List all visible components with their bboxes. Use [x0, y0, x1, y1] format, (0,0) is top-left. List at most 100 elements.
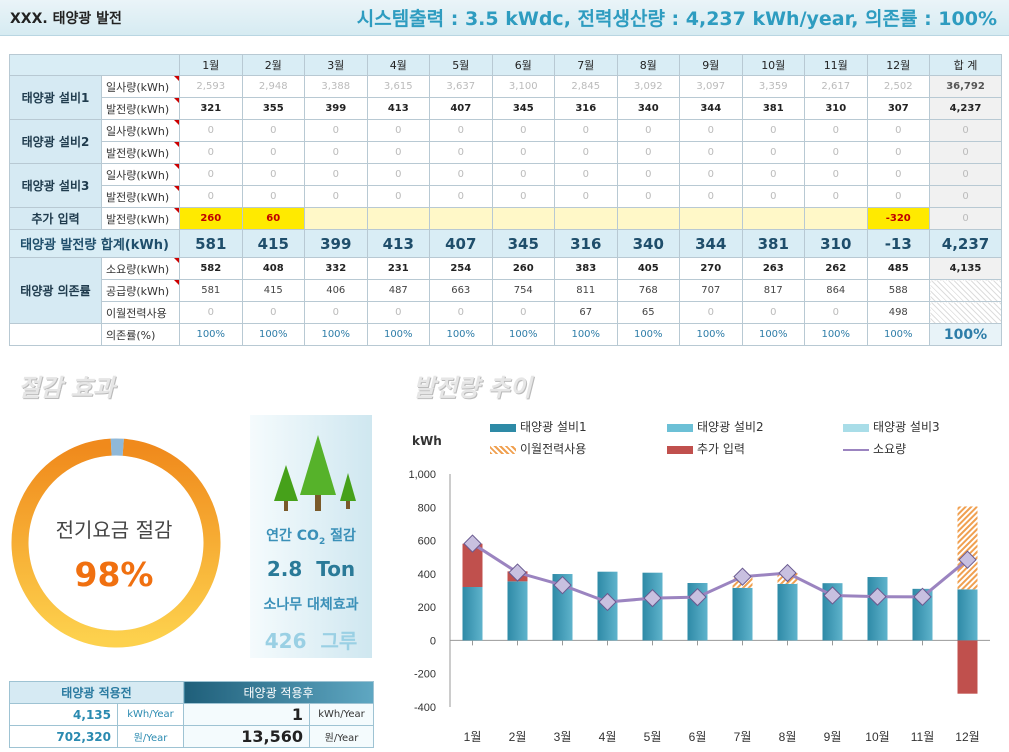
extra-input-cell[interactable]: -320 — [866, 207, 930, 230]
value-cell[interactable]: 0 — [741, 163, 805, 186]
extra-input-cell[interactable] — [491, 207, 555, 230]
value-cell[interactable]: 0 — [804, 141, 868, 164]
value-cell[interactable]: 0 — [866, 163, 930, 186]
value-cell[interactable]: 0 — [616, 141, 680, 164]
value-cell[interactable]: 0 — [429, 163, 493, 186]
value-cell[interactable]: 3,359 — [741, 75, 805, 98]
value-cell[interactable]: 0 — [741, 119, 805, 142]
value-cell[interactable]: 405 — [616, 257, 680, 280]
value-cell[interactable]: 399 — [304, 97, 368, 120]
value-cell[interactable]: 0 — [866, 141, 930, 164]
extra-input-cell[interactable] — [554, 207, 618, 230]
value-cell[interactable]: 408 — [241, 257, 305, 280]
value-cell[interactable]: 0 — [741, 185, 805, 208]
value-cell[interactable]: 485 — [866, 257, 930, 280]
value-cell[interactable]: 0 — [866, 185, 930, 208]
extra-input-cell[interactable] — [616, 207, 680, 230]
value-cell[interactable]: 407 — [429, 97, 493, 120]
value-cell[interactable]: 0 — [554, 141, 618, 164]
value-cell[interactable]: 0 — [554, 185, 618, 208]
value-cell[interactable]: 0 — [304, 163, 368, 186]
value-cell[interactable]: 0 — [679, 185, 743, 208]
value-cell[interactable]: 344 — [679, 97, 743, 120]
extra-input-cell[interactable] — [741, 207, 805, 230]
value-cell[interactable]: 307 — [866, 97, 930, 120]
value-cell[interactable]: 260 — [491, 257, 555, 280]
value-cell[interactable]: 355 — [241, 97, 305, 120]
value-cell[interactable]: 340 — [616, 97, 680, 120]
value-cell[interactable]: 332 — [304, 257, 368, 280]
value-cell[interactable]: 3,097 — [679, 75, 743, 98]
value-cell[interactable]: 0 — [179, 119, 243, 142]
value-cell[interactable]: 0 — [679, 163, 743, 186]
value-cell[interactable]: 0 — [491, 163, 555, 186]
value-cell[interactable]: 0 — [741, 141, 805, 164]
value-cell[interactable]: 316 — [554, 97, 618, 120]
extra-input-cell[interactable] — [679, 207, 743, 230]
value-cell[interactable]: 2,948 — [241, 75, 305, 98]
value-cell[interactable]: 0 — [366, 141, 430, 164]
effect-panel: 연간 CO2 절감 2.8 Ton 소나무 대체효과 426 그루 — [250, 415, 372, 658]
value-cell[interactable]: 0 — [679, 119, 743, 142]
value-cell[interactable]: 0 — [366, 119, 430, 142]
value-cell[interactable]: 0 — [241, 163, 305, 186]
value-cell[interactable]: 310 — [804, 97, 868, 120]
value-cell[interactable]: 0 — [616, 185, 680, 208]
extra-input-cell[interactable] — [804, 207, 868, 230]
value-cell[interactable]: 0 — [554, 119, 618, 142]
value-cell[interactable]: 0 — [304, 119, 368, 142]
value-cell[interactable]: 3,100 — [491, 75, 555, 98]
value-cell[interactable]: 0 — [304, 141, 368, 164]
value-cell[interactable]: 0 — [241, 185, 305, 208]
value-cell[interactable]: 2,617 — [804, 75, 868, 98]
value-cell[interactable]: 0 — [616, 163, 680, 186]
value-cell[interactable]: 2,593 — [179, 75, 243, 98]
value-cell[interactable]: 263 — [741, 257, 805, 280]
value-cell[interactable]: 3,092 — [616, 75, 680, 98]
value-cell[interactable]: 0 — [804, 119, 868, 142]
value-cell[interactable]: 582 — [179, 257, 243, 280]
value-cell[interactable]: 0 — [491, 119, 555, 142]
value-cell[interactable]: 0 — [304, 185, 368, 208]
value-cell[interactable]: 270 — [679, 257, 743, 280]
value-cell[interactable]: 2,845 — [554, 75, 618, 98]
value-cell[interactable]: 0 — [366, 185, 430, 208]
value-cell[interactable]: 254 — [429, 257, 493, 280]
value-cell[interactable]: 0 — [429, 185, 493, 208]
value-cell[interactable]: 0 — [804, 163, 868, 186]
value-cell[interactable]: 0 — [616, 119, 680, 142]
value-cell[interactable]: 0 — [866, 119, 930, 142]
extra-input-cell[interactable] — [304, 207, 368, 230]
value-cell[interactable]: 0 — [554, 163, 618, 186]
value-cell[interactable]: 0 — [804, 185, 868, 208]
value-cell[interactable]: 262 — [804, 257, 868, 280]
value-cell[interactable]: 3,615 — [366, 75, 430, 98]
value-cell[interactable]: 0 — [429, 141, 493, 164]
value-cell[interactable]: 0 — [366, 163, 430, 186]
value-cell[interactable]: 383 — [554, 257, 618, 280]
extra-input-cell[interactable] — [366, 207, 430, 230]
value-cell[interactable]: 3,637 — [429, 75, 493, 98]
extra-input-cell[interactable]: 60 — [241, 207, 305, 230]
value-cell[interactable]: 0 — [179, 163, 243, 186]
extra-input-cell[interactable] — [429, 207, 493, 230]
value-cell[interactable]: 0 — [241, 119, 305, 142]
value-cell[interactable]: 2,502 — [866, 75, 930, 98]
value-cell[interactable]: 321 — [179, 97, 243, 120]
value-cell[interactable]: 413 — [366, 97, 430, 120]
co2-value: 2.8 Ton — [266, 557, 356, 581]
extra-input-cell[interactable]: 260 — [179, 207, 243, 230]
value-cell[interactable]: 0 — [179, 141, 243, 164]
value-cell[interactable]: 381 — [741, 97, 805, 120]
value-cell[interactable]: 0 — [491, 185, 555, 208]
value-cell[interactable]: 345 — [491, 97, 555, 120]
value-cell[interactable]: 0 — [179, 185, 243, 208]
value-cell[interactable]: 0 — [679, 141, 743, 164]
value-cell[interactable]: 0 — [429, 119, 493, 142]
value-cell[interactable]: 3,388 — [304, 75, 368, 98]
value-cell[interactable]: 0 — [241, 141, 305, 164]
value-cell[interactable]: 0 — [491, 141, 555, 164]
value-cell[interactable]: 231 — [366, 257, 430, 280]
value-cell: 487 — [366, 279, 430, 302]
point-use — [508, 563, 527, 582]
